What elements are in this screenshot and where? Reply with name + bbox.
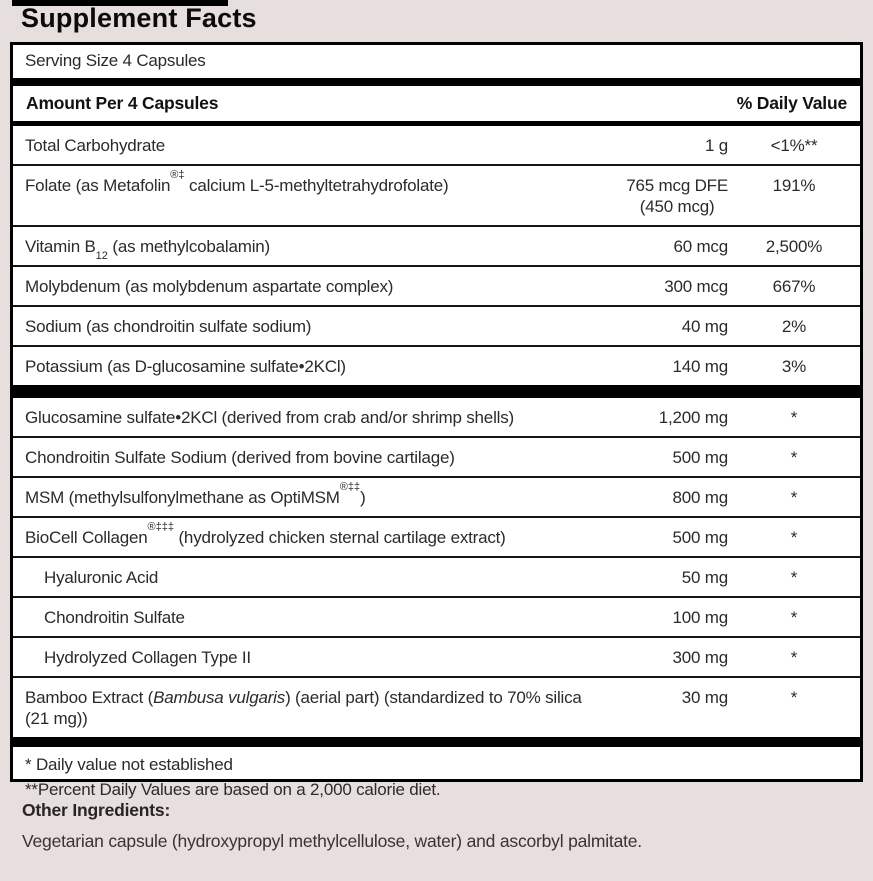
table-row: Potassium (as D-glucosamine sulfate•2KCl…: [13, 345, 860, 385]
ingredient-name: MSM (methylsulfonylmethane as OptiMSM®‡‡…: [25, 481, 366, 507]
table-row: Glucosamine sulfate•2KCl (derived from c…: [13, 398, 860, 436]
ingredient-amount: 100 mg: [672, 608, 728, 627]
divider-bar-medium: [13, 121, 860, 126]
table-row: Hyaluronic Acid 50 mg *: [13, 556, 860, 596]
table-row: Total Carbohydrate 1 g <1%**: [13, 126, 860, 164]
table-row: Hydrolyzed Collagen Type II 300 mg *: [13, 636, 860, 676]
ingredient-amount: 300 mg: [672, 648, 728, 667]
ingredient-name: Chondroitin Sulfate Sodium (derived from…: [25, 448, 455, 467]
serving-size: Serving Size 4 Capsules: [25, 51, 206, 70]
ingredient-amount: 40 mg: [681, 317, 728, 336]
table-row: Sodium (as chondroitin sulfate sodium) 4…: [13, 305, 860, 345]
nutrients-section: Total Carbohydrate 1 g <1%** Folate (as …: [13, 126, 860, 385]
ingredient-dv: *: [790, 408, 798, 427]
ingredient-dv: *: [790, 488, 798, 507]
column-header-row: Amount Per 4 Capsules % Daily Value: [13, 86, 860, 121]
ingredient-name: Chondroitin Sulfate: [44, 608, 185, 627]
ingredient-amount: 50 mg: [681, 568, 728, 587]
footnote-percent-dv: **Percent Daily Values are based on a 2,…: [25, 780, 441, 799]
ingredient-name: Hydrolyzed Collagen Type II: [44, 648, 251, 667]
table-row: MSM (methylsulfonylmethane as OptiMSM®‡‡…: [13, 476, 860, 516]
ingredient-name: Glucosamine sulfate•2KCl (derived from c…: [25, 408, 514, 427]
blend-section: Glucosamine sulfate•2KCl (derived from c…: [13, 398, 860, 737]
table-row: BioCell Collagen®‡‡‡ (hydrolyzed chicken…: [13, 516, 860, 556]
ingredient-amount: 140 mg: [672, 357, 728, 376]
ingredient-dv: *: [790, 568, 798, 587]
ingredient-dv: *: [790, 608, 798, 627]
daily-value-header: % Daily Value: [736, 93, 847, 113]
ingredient-dv: *: [790, 648, 798, 667]
ingredient-amount: 1,200 mg: [658, 408, 728, 427]
ingredient-amount: 765 mcg DFE (450 mcg): [626, 176, 728, 216]
ingredient-name: BioCell Collagen®‡‡‡ (hydrolyzed chicken…: [25, 521, 506, 547]
table-row: Chondroitin Sulfate Sodium (derived from…: [13, 436, 860, 476]
table-row: Folate (as Metafolin®‡ calcium L-5-methy…: [13, 164, 860, 225]
ingredient-name: Folate (as Metafolin®‡ calcium L-5-methy…: [25, 169, 449, 195]
ingredient-dv: 2,500%: [765, 237, 823, 256]
ingredient-dv: 667%: [772, 277, 816, 296]
ingredient-amount: 500 mg: [672, 528, 728, 547]
page-title: Supplement Facts: [21, 3, 257, 33]
footnote-divider-bar: [13, 737, 860, 747]
other-ingredients-label: Other Ingredients:: [22, 800, 171, 820]
ingredient-name: Potassium (as D-glucosamine sulfate•2KCl…: [25, 357, 346, 376]
ingredient-amount: 60 mcg: [673, 237, 728, 256]
ingredient-dv: 2%: [781, 317, 807, 336]
ingredient-name: Sodium (as chondroitin sulfate sodium): [25, 317, 312, 336]
table-row: Vitamin B12 (as methylcobalamin) 60 mcg …: [13, 225, 860, 265]
section-divider-bar: [13, 385, 860, 398]
ingredient-amount: 800 mg: [672, 488, 728, 507]
table-row: Chondroitin Sulfate 100 mg *: [13, 596, 860, 636]
ingredient-name: Bamboo Extract (Bambusa vulgaris) (aeria…: [25, 688, 582, 728]
ingredient-name: Vitamin B12 (as methylcobalamin): [25, 237, 270, 263]
ingredient-name: Molybdenum (as molybdenum aspartate comp…: [25, 277, 394, 296]
divider-bar-thick: [13, 78, 860, 86]
ingredient-dv: 191%: [772, 176, 816, 195]
ingredient-name: Total Carbohydrate: [25, 136, 166, 155]
ingredient-dv: *: [790, 688, 798, 707]
ingredient-amount: 1 g: [704, 136, 728, 155]
other-ingredients-text: Vegetarian capsule (hydroxypropyl methyl…: [22, 831, 642, 851]
ingredient-dv: *: [790, 448, 798, 467]
table-row: Bamboo Extract (Bambusa vulgaris) (aeria…: [13, 676, 860, 737]
table-row: Molybdenum (as molybdenum aspartate comp…: [13, 265, 860, 305]
ingredient-dv: <1%**: [770, 136, 818, 155]
other-ingredients: Other Ingredients: Vegetarian capsule (h…: [22, 800, 852, 852]
ingredient-amount: 30 mg: [681, 688, 728, 707]
ingredient-amount: 500 mg: [672, 448, 728, 467]
supplement-facts-panel: Serving Size 4 Capsules Amount Per 4 Cap…: [10, 42, 863, 799]
footnote-daily-value: * Daily value not established: [25, 755, 233, 774]
ingredient-dv: *: [790, 528, 798, 547]
footnotes: * Daily value not established **Percent …: [13, 747, 860, 799]
amount-per-header: Amount Per 4 Capsules: [26, 93, 219, 113]
ingredient-amount: 300 mcg: [664, 277, 728, 296]
ingredient-name: Hyaluronic Acid: [44, 568, 159, 587]
ingredient-dv: 3%: [781, 357, 807, 376]
top-crop-bar: [12, 0, 228, 6]
